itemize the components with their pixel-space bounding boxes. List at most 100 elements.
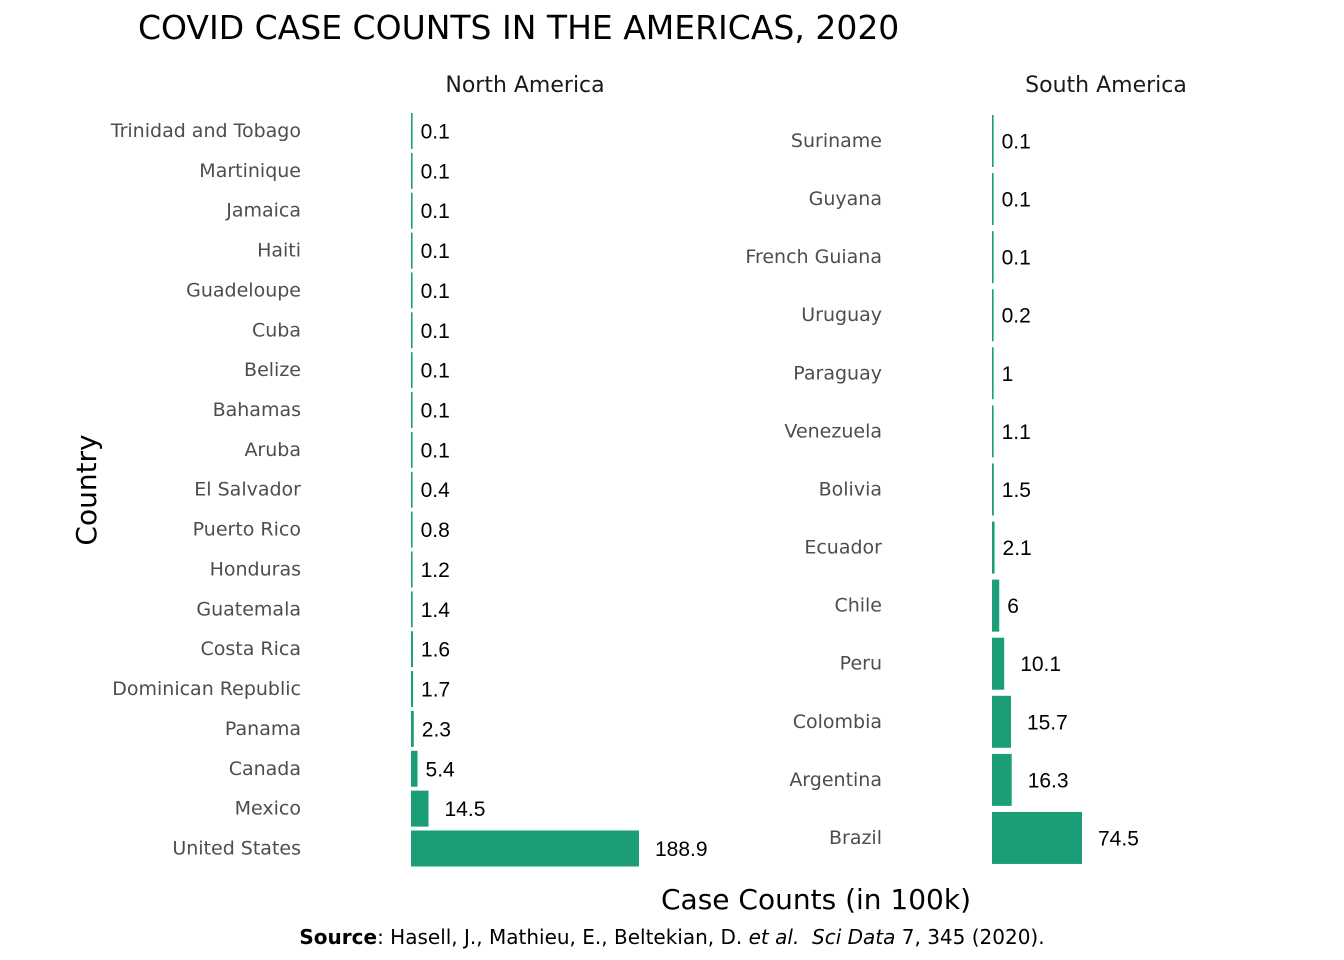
value-label-united-states: 188.9 bbox=[655, 838, 708, 861]
bar-brazil bbox=[992, 811, 1082, 864]
bar-french-guiana bbox=[992, 231, 994, 284]
category-label-honduras: Honduras bbox=[210, 558, 301, 580]
category-label-aruba: Aruba bbox=[244, 439, 301, 461]
panel-south-america: Suriname 0.1 Guyana 0.1 French Guiana 0.1 Urug… bbox=[745, 115, 1139, 864]
category-label-bolivia: Bolivia bbox=[819, 478, 882, 500]
bar-peru bbox=[992, 637, 1005, 690]
bar-panama bbox=[411, 710, 414, 747]
panel-title-south-america: South America bbox=[1025, 73, 1187, 98]
bar-united-states bbox=[411, 830, 639, 867]
bar-bahamas bbox=[411, 392, 413, 429]
bar-argentina bbox=[992, 753, 1012, 806]
category-label-argentina: Argentina bbox=[789, 769, 882, 791]
value-label-trinidad-and-tobago: 0.1 bbox=[421, 121, 450, 144]
value-label-guatemala: 1.4 bbox=[421, 599, 451, 622]
chart-title: COVID CASE COUNTS IN THE AMERICAS, 2020 bbox=[138, 8, 899, 47]
value-label-paraguay: 1 bbox=[1002, 363, 1014, 386]
source-etal: et al. bbox=[748, 925, 800, 949]
category-label-colombia: Colombia bbox=[793, 711, 882, 733]
bar-haiti bbox=[411, 232, 413, 269]
value-label-canada: 5.4 bbox=[426, 758, 456, 781]
category-label-paraguay: Paraguay bbox=[793, 362, 882, 384]
category-label-ecuador: Ecuador bbox=[804, 537, 882, 559]
bar-suriname bbox=[992, 115, 994, 167]
category-label-guadeloupe: Guadeloupe bbox=[186, 279, 301, 301]
bar-ecuador bbox=[992, 521, 995, 574]
category-label-uruguay: Uruguay bbox=[801, 304, 882, 326]
category-label-puerto-rico: Puerto Rico bbox=[193, 519, 301, 541]
value-label-el-salvador: 0.4 bbox=[421, 479, 451, 502]
bar-aruba bbox=[411, 431, 413, 468]
value-label-belize: 0.1 bbox=[421, 360, 450, 383]
category-label-guyana: Guyana bbox=[809, 188, 882, 210]
bar-bolivia bbox=[992, 463, 994, 516]
bar-guadeloupe bbox=[411, 272, 413, 309]
value-label-chile: 6 bbox=[1007, 595, 1019, 618]
bar-mexico bbox=[411, 790, 429, 827]
value-label-guyana: 0.1 bbox=[1002, 189, 1031, 212]
value-label-ecuador: 2.1 bbox=[1003, 537, 1032, 560]
bar-cuba bbox=[411, 312, 413, 349]
value-label-suriname: 0.1 bbox=[1002, 131, 1031, 154]
bar-chile bbox=[992, 579, 1000, 632]
value-label-guadeloupe: 0.1 bbox=[421, 280, 450, 303]
bar-guatemala bbox=[411, 591, 413, 628]
value-label-bolivia: 1.5 bbox=[1002, 479, 1031, 502]
bar-costa-rica bbox=[411, 631, 413, 668]
source-volume: 7, 345 (2020). bbox=[895, 925, 1045, 949]
value-label-martinique: 0.1 bbox=[421, 160, 450, 183]
value-label-argentina: 16.3 bbox=[1028, 769, 1069, 792]
category-label-costa-rica: Costa Rica bbox=[201, 638, 302, 660]
bar-uruguay bbox=[992, 289, 994, 342]
value-label-panama: 2.3 bbox=[422, 718, 451, 741]
bar-martinique bbox=[411, 152, 413, 189]
category-label-haiti: Haiti bbox=[257, 240, 301, 262]
category-label-trinidad-and-tobago: Trinidad and Tobago bbox=[110, 120, 301, 142]
value-label-honduras: 1.2 bbox=[421, 559, 450, 582]
bar-el-salvador bbox=[411, 471, 413, 508]
value-label-peru: 10.1 bbox=[1020, 653, 1061, 676]
y-axis-title: Country bbox=[70, 434, 103, 545]
bar-colombia bbox=[992, 695, 1011, 748]
bar-paraguay bbox=[992, 347, 994, 400]
value-label-haiti: 0.1 bbox=[421, 240, 450, 263]
category-label-brazil: Brazil bbox=[829, 827, 882, 849]
bar-trinidad-and-tobago bbox=[411, 113, 413, 149]
value-label-colombia: 15.7 bbox=[1027, 711, 1068, 734]
category-label-canada: Canada bbox=[229, 758, 301, 780]
value-label-jamaica: 0.1 bbox=[421, 200, 450, 223]
bar-dominican-republic bbox=[411, 671, 414, 708]
source-note: Source: Hasell, J., Mathieu, E., Belteki… bbox=[0, 925, 1344, 949]
bar-puerto-rico bbox=[411, 511, 413, 548]
source-label: Source bbox=[299, 925, 378, 949]
value-label-mexico: 14.5 bbox=[445, 798, 486, 821]
panel-north-america: Trinidad and Tobago 0.1 Martinique 0.1 Jamai… bbox=[110, 113, 708, 867]
value-label-puerto-rico: 0.8 bbox=[421, 519, 450, 542]
category-label-cuba: Cuba bbox=[252, 319, 301, 341]
category-label-suriname: Suriname bbox=[791, 130, 882, 152]
category-label-martinique: Martinique bbox=[199, 160, 301, 182]
bar-belize bbox=[411, 352, 413, 389]
category-label-venezuela: Venezuela bbox=[784, 420, 882, 442]
category-label-united-states: United States bbox=[172, 837, 301, 859]
value-label-venezuela: 1.1 bbox=[1002, 421, 1031, 444]
bar-jamaica bbox=[411, 192, 413, 229]
value-label-uruguay: 0.2 bbox=[1002, 305, 1031, 328]
category-label-belize: Belize bbox=[244, 359, 301, 381]
value-label-aruba: 0.1 bbox=[421, 439, 450, 462]
bar-honduras bbox=[411, 551, 413, 588]
source-authors: : Hasell, J., Mathieu, E., Beltekian, D. bbox=[377, 925, 749, 949]
source-spacer bbox=[799, 925, 812, 949]
bar-canada bbox=[411, 750, 418, 787]
value-label-cuba: 0.1 bbox=[421, 320, 450, 343]
category-label-panama: Panama bbox=[225, 718, 301, 740]
value-label-french-guiana: 0.1 bbox=[1002, 247, 1031, 270]
category-label-jamaica: Jamaica bbox=[225, 200, 301, 222]
category-label-guatemala: Guatemala bbox=[196, 598, 301, 620]
value-label-dominican-republic: 1.7 bbox=[421, 679, 450, 702]
value-label-costa-rica: 1.6 bbox=[421, 639, 450, 662]
bar-venezuela bbox=[992, 405, 994, 458]
category-label-bahamas: Bahamas bbox=[213, 399, 301, 421]
category-label-mexico: Mexico bbox=[235, 798, 301, 820]
